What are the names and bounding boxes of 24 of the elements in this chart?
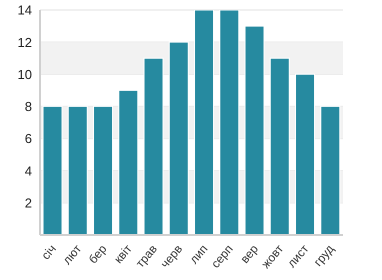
y-tick-label: 4 (24, 163, 32, 178)
x-tick-label: січ (38, 242, 59, 262)
bar (244, 26, 265, 235)
x-tick-label: вер (238, 242, 262, 266)
y-tick-label: 8 (24, 99, 32, 114)
bar (270, 58, 290, 235)
bar (295, 74, 316, 235)
bar (320, 106, 340, 235)
bar (118, 90, 138, 235)
bar (93, 106, 114, 235)
bar (194, 10, 214, 235)
x-tick-label: лип (186, 242, 210, 266)
y-tick-label: 6 (24, 131, 32, 146)
bar (168, 42, 189, 235)
y-tick-label: 2 (24, 195, 32, 210)
bar (219, 10, 240, 235)
bar (144, 58, 164, 235)
y-tick-label: 12 (18, 34, 32, 50)
y-tick-label: 14 (18, 2, 32, 18)
bar (42, 106, 63, 235)
y-tick-label: 10 (18, 66, 32, 82)
x-tick-label: бер (86, 242, 110, 266)
bar (68, 106, 88, 235)
x-tick-label: квіт (111, 242, 135, 266)
